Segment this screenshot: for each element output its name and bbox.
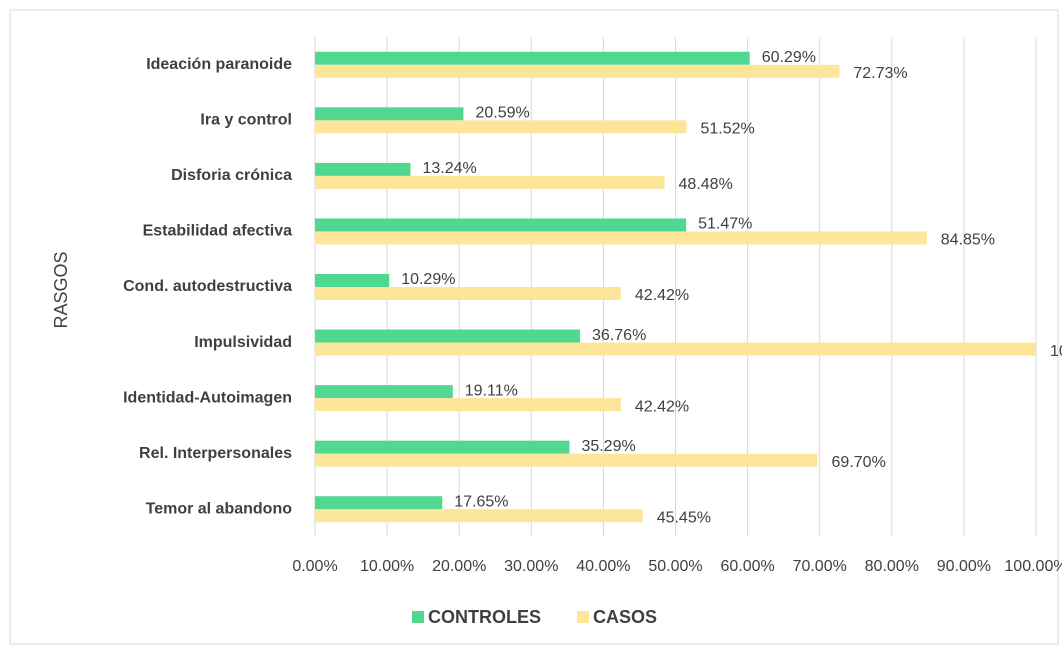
value-label: 72.73% <box>853 65 907 82</box>
bar <box>315 274 390 287</box>
value-label: 10.29% <box>401 271 455 288</box>
chart-border <box>9 9 1059 645</box>
x-tick-label: 60.00% <box>720 558 774 575</box>
bar <box>315 509 643 523</box>
category-label: Ira y control <box>200 112 292 129</box>
bar <box>315 64 840 78</box>
category-label: Impulsividad <box>194 334 292 351</box>
bar <box>315 162 411 176</box>
value-label: 13.24% <box>422 160 476 177</box>
value-label: 51.47% <box>698 216 752 233</box>
bar <box>315 329 581 343</box>
x-tick-label: 10.00% <box>360 558 414 575</box>
x-tick-label: 40.00% <box>576 558 630 575</box>
x-tick-label: 0.00% <box>292 558 337 575</box>
bar <box>315 440 570 454</box>
legend-swatch <box>412 611 424 623</box>
bar <box>315 398 621 412</box>
value-label: 69.70% <box>832 454 886 471</box>
value-label: 100.00% <box>1050 343 1062 360</box>
x-tick-label: 100.00% <box>1004 558 1062 575</box>
x-tick-label: 80.00% <box>865 558 919 575</box>
bar <box>315 218 687 232</box>
legend-label: CASOS <box>593 607 657 627</box>
value-label: 48.48% <box>679 176 733 193</box>
bar <box>315 453 818 467</box>
x-tick-label: 70.00% <box>793 558 847 575</box>
value-label: 35.29% <box>581 438 635 455</box>
legend-label: CONTROLES <box>428 607 541 627</box>
category-label: Rel. Interpersonales <box>139 445 292 462</box>
value-label: 36.76% <box>592 327 646 344</box>
x-tick-label: 50.00% <box>648 558 702 575</box>
value-label: 45.45% <box>657 509 711 526</box>
bar <box>315 107 464 121</box>
category-label: Estabilidad afectiva <box>143 223 292 240</box>
x-tick-label: 30.00% <box>504 558 558 575</box>
bar <box>315 231 927 245</box>
value-label: 51.52% <box>700 121 754 138</box>
bar <box>315 385 453 399</box>
category-label: Cond. autodestructiva <box>123 278 292 295</box>
x-tick-label: 90.00% <box>937 558 991 575</box>
bar <box>315 120 687 134</box>
bar <box>315 51 750 65</box>
bar <box>315 175 665 189</box>
y-axis-label: RASGOS <box>51 251 71 328</box>
bar <box>315 287 621 300</box>
value-label: 17.65% <box>454 493 508 510</box>
value-label: 60.29% <box>762 49 816 66</box>
value-label: 20.59% <box>475 105 529 122</box>
category-label: Identidad-Autoimagen <box>123 389 292 406</box>
category-label: Ideación paranoide <box>146 56 292 73</box>
category-label: Disforia crónica <box>171 167 292 184</box>
bar <box>315 342 1036 356</box>
bar <box>315 496 443 510</box>
value-label: 84.85% <box>941 232 995 249</box>
value-label: 19.11% <box>465 382 518 399</box>
category-label: Temor al abandono <box>146 500 293 517</box>
value-label: 42.42% <box>635 398 689 415</box>
legend-swatch <box>577 611 590 623</box>
x-tick-label: 20.00% <box>432 558 486 575</box>
value-label: 42.42% <box>635 287 689 304</box>
